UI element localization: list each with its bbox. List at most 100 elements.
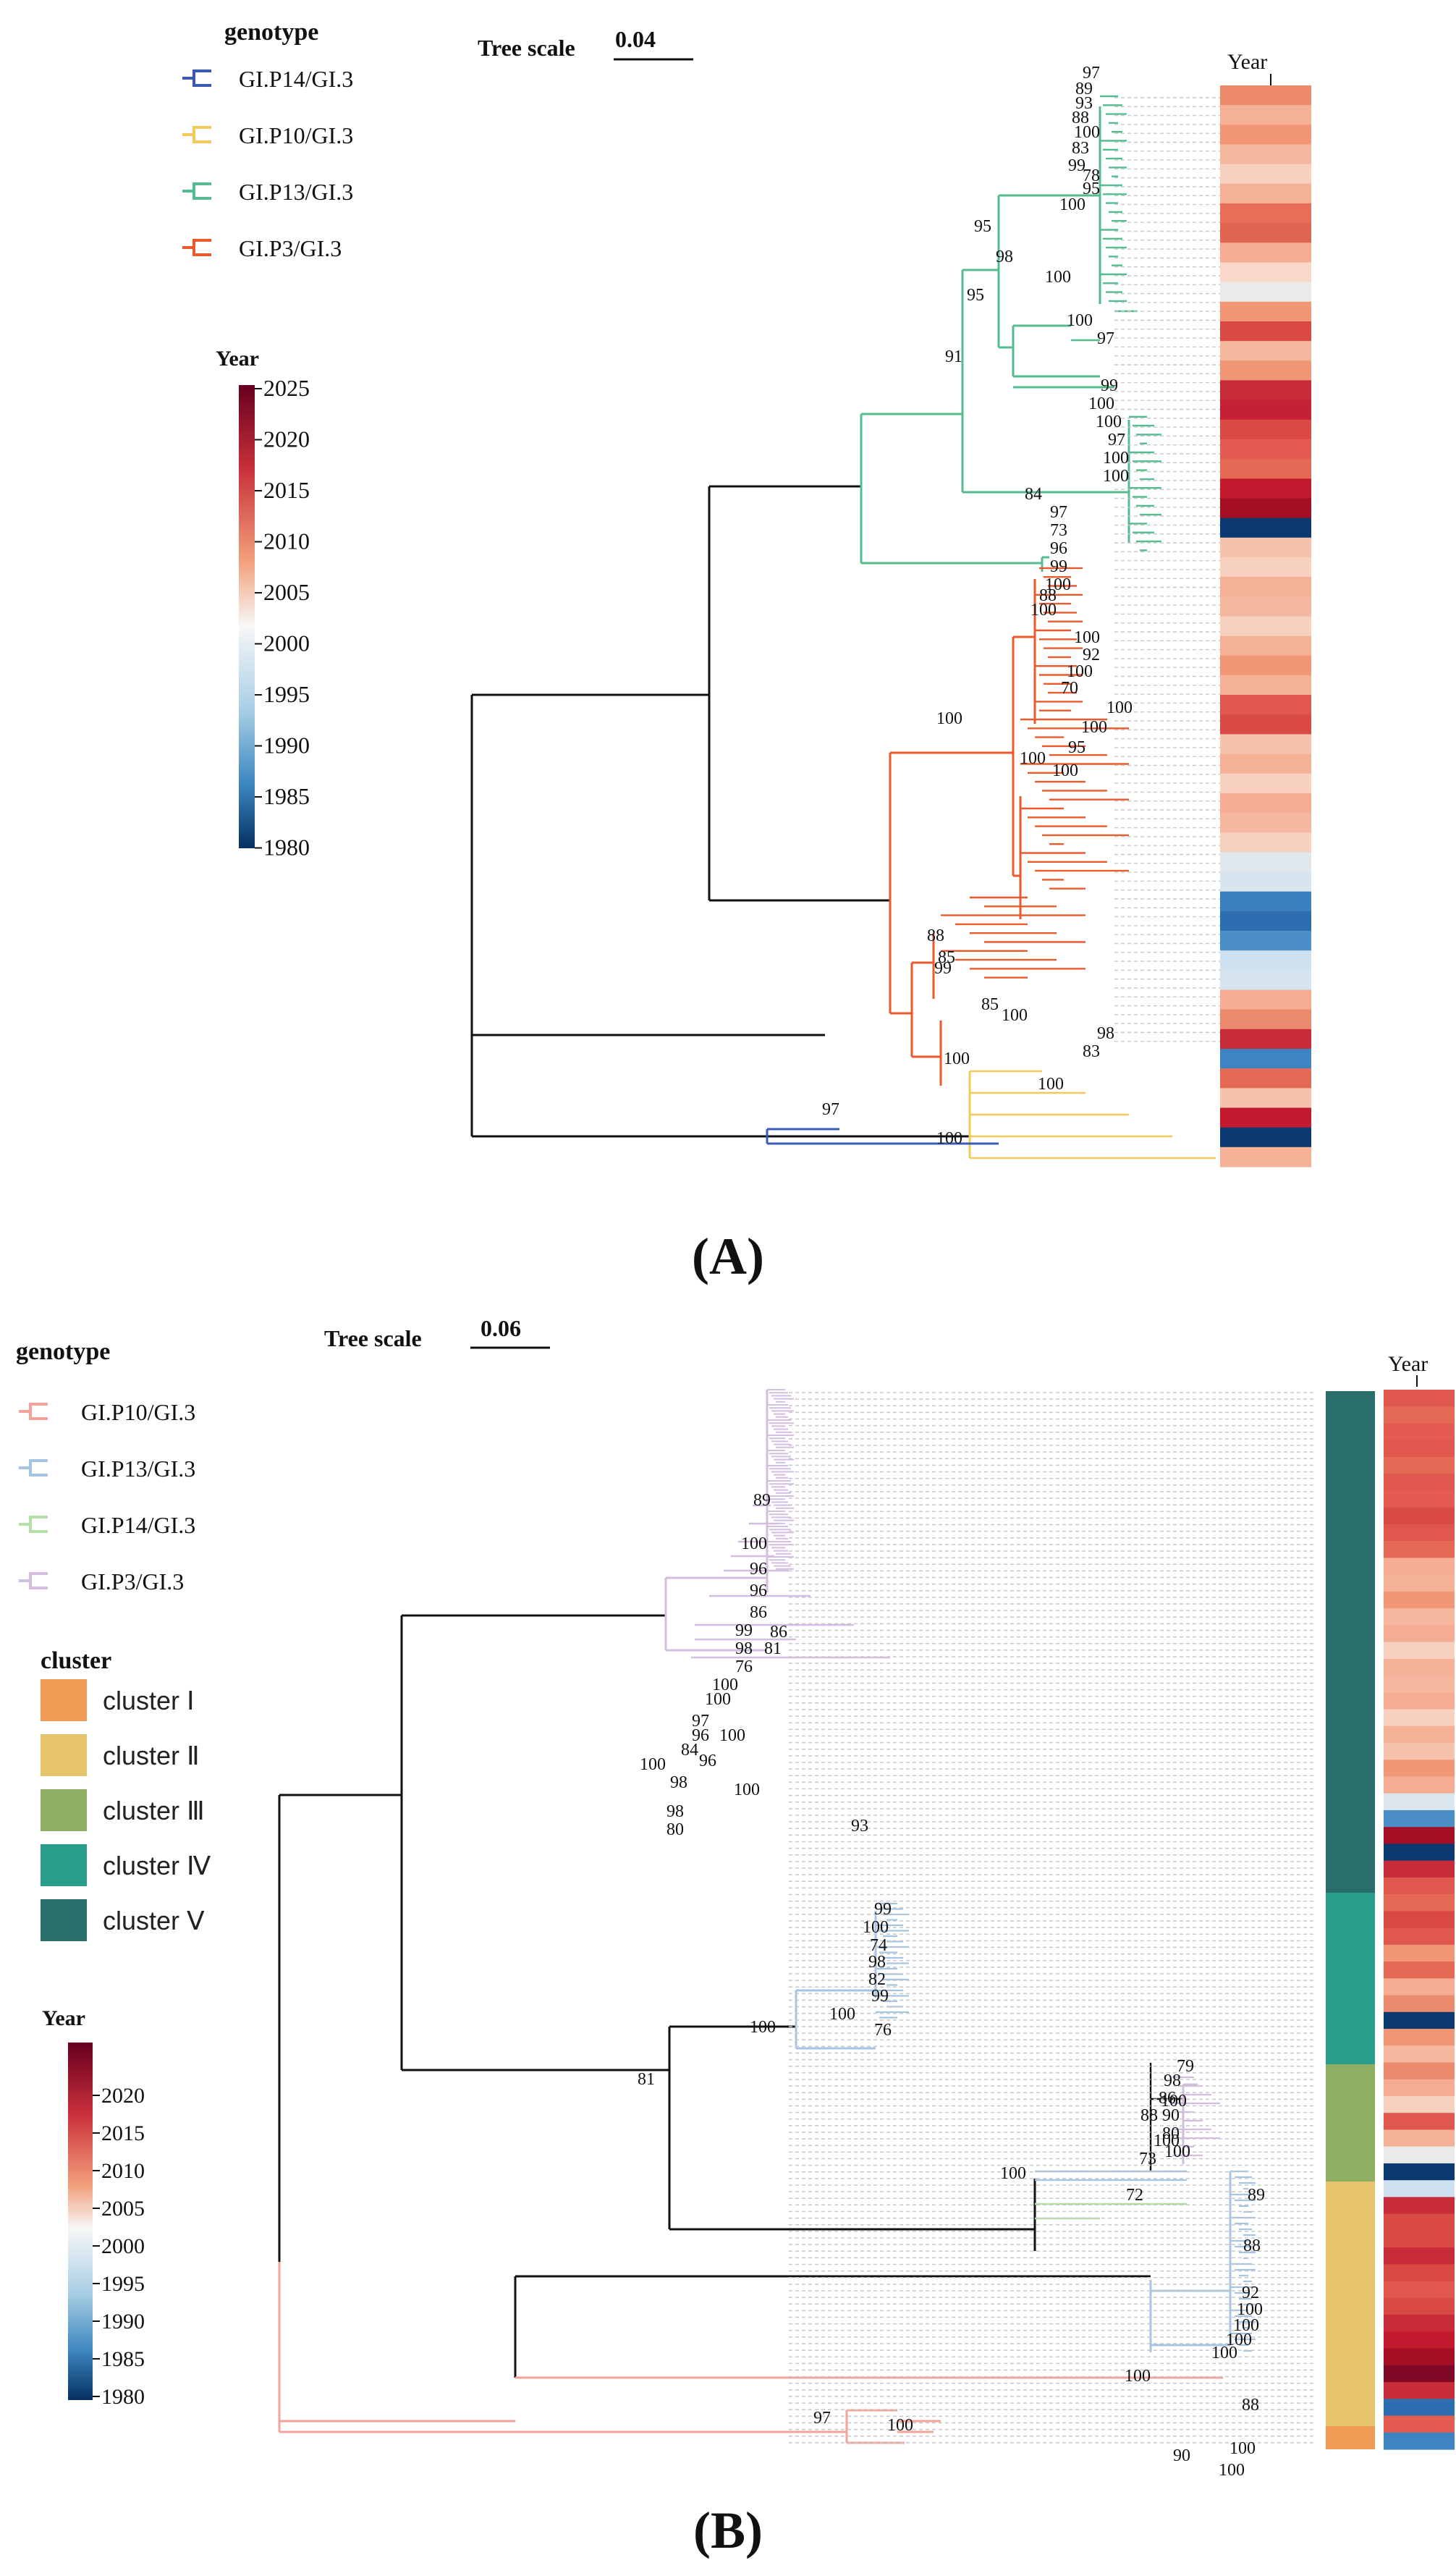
panel-b: genotype GI.P10/GI.3 GI.P13/GI.3 GI.P14/… [16, 1315, 1455, 2559]
cluster-legend-item: cluster Ⅴ [41, 1899, 205, 1941]
cluster-legend-title: cluster [41, 1647, 111, 1674]
heatmap-cell [1384, 2281, 1455, 2299]
heatmap-cell [1220, 734, 1311, 755]
genotype-legend-title-a: genotype [224, 19, 318, 46]
heatmap-cell [1384, 1776, 1455, 1794]
heatmap-cell [1384, 2382, 1455, 2399]
cluster-swatch [41, 1679, 87, 1721]
bootstrap-value: 99 [1101, 376, 1118, 395]
heatmap-cell [1220, 852, 1311, 873]
bootstrap-value: 100 [719, 1726, 745, 1745]
bootstrap-value: 100 [1161, 2092, 1187, 2111]
heatmap-cell [1220, 773, 1311, 794]
heatmap-cell [1384, 1574, 1455, 1592]
year-tick-label: 2000 [263, 630, 310, 656]
tree-scale-value-b: 0.06 [481, 1315, 521, 1341]
bootstrap-value: 100 [1103, 449, 1129, 468]
heatmap-cell [1384, 1642, 1455, 1660]
heatmap-cell [1220, 635, 1311, 656]
bootstrap-value: 76 [735, 1657, 753, 1676]
year-tick-label: 1990 [263, 732, 310, 759]
heatmap-cell [1220, 950, 1311, 971]
panel-label-b: (B) [693, 2501, 763, 2559]
bootstrap-value: 98 [868, 1953, 886, 1972]
genotype-label: GI.P3/GI.3 [81, 1568, 184, 1595]
bootstrap-value: 100 [1000, 2164, 1026, 2183]
genotype-swatch-icon [182, 126, 211, 143]
heatmap-cell [1220, 793, 1311, 814]
heatmap-cell [1220, 380, 1311, 401]
cluster-legend-item: cluster Ⅱ [41, 1734, 200, 1776]
heatmap-cell [1384, 2129, 1455, 2147]
bootstrap-value: 95 [1068, 738, 1085, 757]
bootstrap-value: 97 [1108, 431, 1125, 449]
heatmap-cell [1220, 183, 1311, 204]
panel-label-a: (A) [692, 1228, 764, 1285]
bootstrap-value: 76 [874, 2021, 892, 2040]
genotype-label: GI.P14/GI.3 [81, 1512, 195, 1538]
bootstrap-value: 99 [874, 1900, 892, 1919]
bootstrap-value: 84 [681, 1741, 698, 1760]
genotype-legend-b: GI.P10/GI.3 GI.P13/GI.3 GI.P14/GI.3 GI.P… [19, 1399, 195, 1595]
year-tick-label: 1980 [263, 835, 310, 861]
heatmap-cell [1384, 1692, 1455, 1710]
genotype-label: GI.P14/GI.3 [239, 66, 353, 92]
genotype-label: GI.P13/GI.3 [239, 179, 353, 205]
cluster-label: cluster Ⅱ [103, 1741, 200, 1770]
heatmap-cell [1220, 832, 1311, 853]
heatmap-cell [1384, 2045, 1455, 2064]
bootstrap-value: 100 [734, 1781, 760, 1799]
heatmap-cell [1220, 518, 1311, 538]
bootstrap-value: 100 [1088, 394, 1114, 413]
heatmap-cell [1384, 1625, 1455, 1643]
year-tick-label: 1985 [263, 783, 310, 809]
tree-scale-value-a: 0.04 [615, 26, 656, 52]
heatmap-cell [1220, 124, 1311, 145]
heatmap-cell [1384, 1877, 1455, 1895]
heatmap-cell [1384, 1456, 1455, 1474]
heatmap-cell [1384, 2247, 1455, 2265]
cluster-legend-item: cluster Ⅳ [41, 1844, 211, 1886]
bootstrap-value: 97 [692, 1712, 709, 1731]
heatmap-cell [1220, 341, 1311, 361]
bootstrap-value: 85 [981, 995, 999, 1014]
bootstrap-value: 86 [750, 1603, 767, 1622]
year-scale-ticks-a: 2025 2020 2015 2010 2005 2000 1995 1990 1985 1980 [255, 375, 310, 861]
bootstrap-value: 100 [1002, 1006, 1028, 1025]
heatmap-cell [1384, 2432, 1455, 2450]
bootstrap-value: 100 [1233, 2316, 1259, 2335]
cluster-segment [1326, 1391, 1375, 1893]
tree-scale-label-a: Tree scale [478, 35, 575, 61]
heatmap-cell [1220, 1068, 1311, 1089]
heatmap-cell [1384, 2096, 1455, 2113]
heatmap-cell [1220, 203, 1311, 224]
cluster-label: cluster Ⅴ [103, 1906, 205, 1935]
heatmap-cell [1384, 2264, 1455, 2282]
heatmap-cell [1384, 2079, 1455, 2097]
bootstrap-value: 89 [753, 1491, 771, 1510]
genotype-legend-item-a: GI.P13/GI.3 [182, 179, 353, 205]
bootstrap-value: 70 [1061, 679, 1078, 698]
bootstrap-value: 100 [1229, 2439, 1256, 2458]
bootstrap-value: 97 [822, 1100, 839, 1119]
heatmap-cell [1220, 459, 1311, 479]
heatmap-cell [1384, 1944, 1455, 1962]
phylogenetic-tree-b [278, 1389, 1256, 2444]
heatmap-cell [1384, 2399, 1455, 2417]
bootstrap-value: 98 [996, 248, 1013, 266]
heatmap-cell [1384, 2348, 1455, 2366]
heatmap-cell [1384, 1658, 1455, 1676]
bootstrap-value: 100 [829, 2005, 855, 2024]
heatmap-cell [1220, 1049, 1311, 1069]
bootstrap-value: 97 [1050, 503, 1067, 522]
bootstrap-value: 91 [945, 347, 962, 366]
phylogenetic-tree-a [470, 95, 1216, 1160]
bootstrap-value: 100 [750, 2018, 776, 2037]
heatmap-cell [1220, 1127, 1311, 1148]
heatmap-cell [1220, 616, 1311, 637]
heatmap-cell [1384, 2230, 1455, 2248]
year-tick-label: 2015 [101, 2121, 145, 2145]
bootstrap-value: 100 [712, 1676, 738, 1694]
cluster-legend-item: cluster Ⅲ [41, 1789, 205, 1831]
